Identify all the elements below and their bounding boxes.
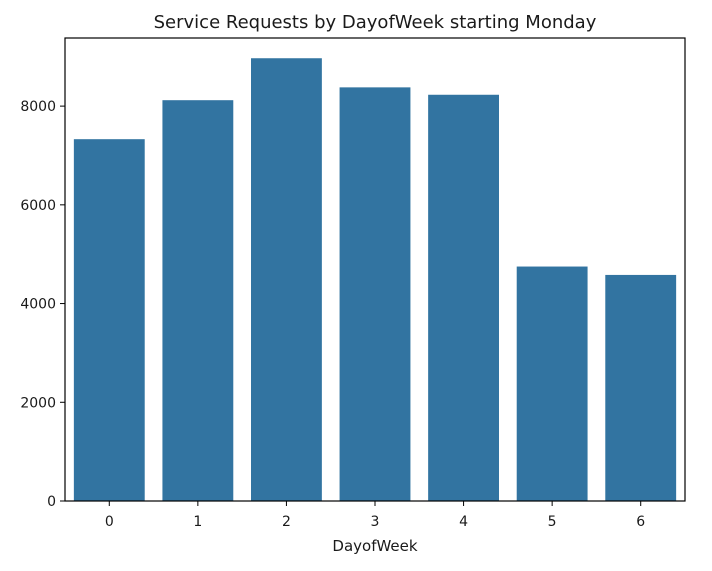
- bar-day-1: [162, 100, 234, 501]
- chart-title: Service Requests by DayofWeek starting M…: [154, 12, 597, 33]
- bar-day-0: [73, 139, 145, 501]
- bar-day-3: [339, 87, 411, 501]
- x-tick-label: 6: [636, 514, 645, 530]
- bar-day-6: [605, 274, 677, 501]
- x-tick-label: 3: [371, 514, 380, 530]
- bar-day-4: [428, 94, 499, 501]
- x-tick-label: 4: [459, 514, 468, 530]
- bar-day-5: [516, 266, 588, 501]
- x-tick-label: 2: [282, 514, 291, 530]
- bars-layer: [73, 58, 677, 502]
- x-tick-label: 0: [105, 514, 114, 530]
- y-tick-label: 6000: [20, 198, 56, 214]
- y-tick-label: 8000: [20, 99, 56, 115]
- y-tick-label: 0: [47, 494, 56, 510]
- x-tick-label: 5: [548, 514, 557, 530]
- y-tick-label: 2000: [20, 395, 56, 411]
- x-axis-ticks: 0 1 2 3 4 5 6: [105, 501, 645, 530]
- y-axis-ticks: 0 2000 4000 6000 8000: [20, 99, 65, 510]
- x-axis-label: DayofWeek: [332, 537, 417, 555]
- plot-frame: [64, 37, 686, 502]
- bar-day-2: [251, 58, 322, 502]
- x-tick-label: 1: [193, 514, 202, 530]
- y-tick-label: 4000: [20, 297, 56, 313]
